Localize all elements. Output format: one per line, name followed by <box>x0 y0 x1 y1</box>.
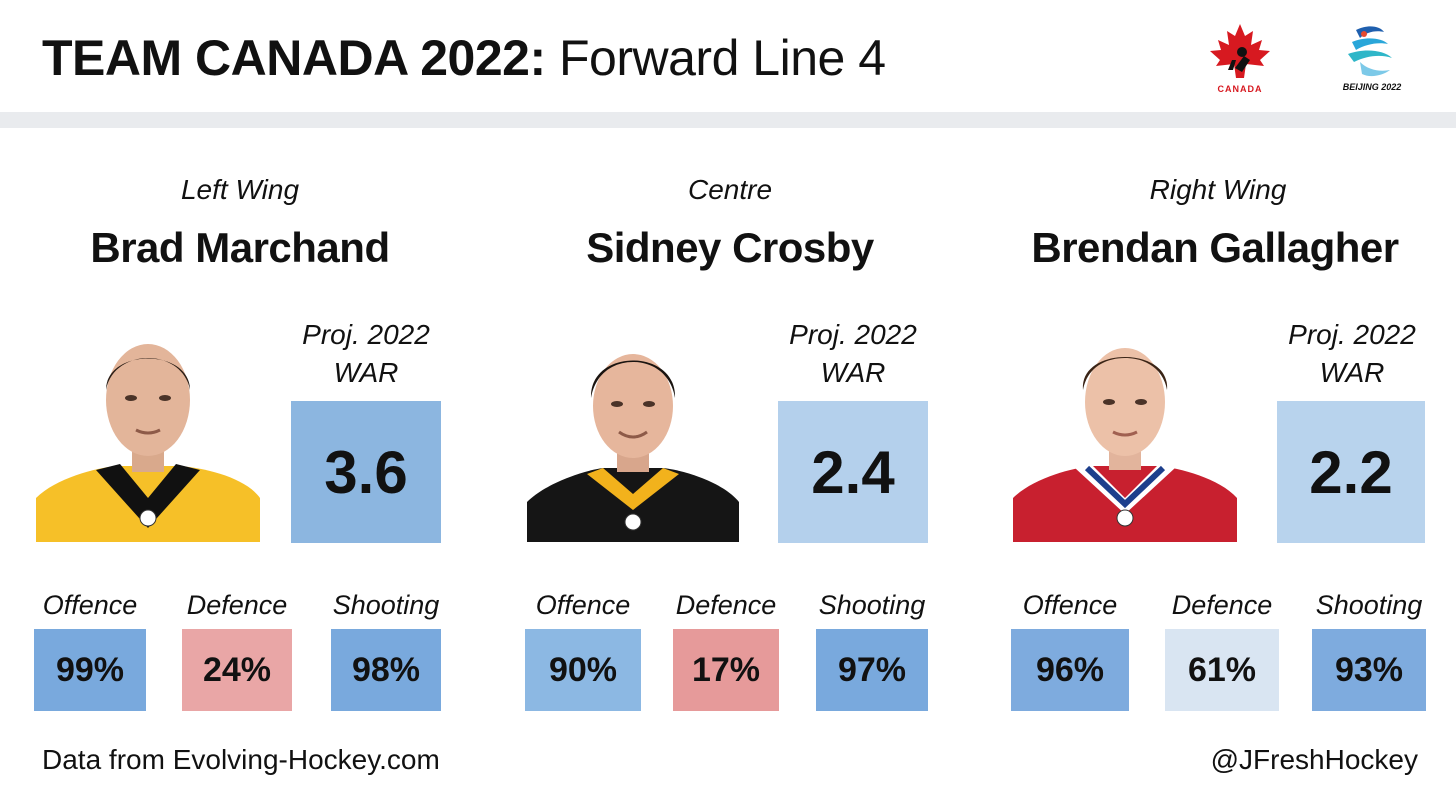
page-title: TEAM CANADA 2022: Forward Line 4 <box>42 28 886 88</box>
stat-value-defence: 24% <box>182 629 292 711</box>
war-label-line1: Proj. 2022 <box>302 319 430 350</box>
title-bold: TEAM CANADA 2022: <box>42 30 546 86</box>
data-source-credit: Data from Evolving-Hockey.com <box>42 744 440 775</box>
war-label: Proj. 2022 WAR <box>291 316 441 392</box>
canada-logo-text: CANADA <box>1218 84 1263 94</box>
player-name: Brad Marchand <box>90 224 390 271</box>
stat-label-shooting: Shooting <box>332 590 440 620</box>
beijing-logo-text: BEIJING 2022 <box>1343 82 1402 92</box>
stat-label-offence: Offence <box>535 590 631 620</box>
stat-value-shooting: 98% <box>331 629 441 711</box>
player-card-left-wing: Left Wing Brad Marchand Proj. 2022 WAR 3… <box>0 128 490 728</box>
player-position: Centre <box>687 174 773 205</box>
player-photo-crosby <box>527 318 739 542</box>
player-position: Left Wing <box>180 174 300 205</box>
title-light: Forward Line 4 <box>559 30 886 86</box>
player-card-right-wing: Right Wing Brendan Gallagher Proj. 2022 … <box>0 128 1426 728</box>
author-handle: @JFreshHockey <box>1210 744 1418 775</box>
stat-value-offence: 90% <box>525 629 641 711</box>
war-label-line2: WAR <box>333 357 399 388</box>
stat-value-defence: 61% <box>1165 629 1279 711</box>
stat-value-defence: 17% <box>673 629 779 711</box>
player-name: Sidney Crosby <box>586 224 874 271</box>
player-photo-gallagher <box>1013 318 1237 542</box>
header-divider-band <box>0 112 1456 128</box>
hockey-canada-logo: CANADA <box>1210 24 1270 94</box>
stat-value-shooting: 97% <box>816 629 928 711</box>
stat-label-shooting: Shooting <box>1315 590 1423 620</box>
war-label-line1: Proj. 2022 <box>1288 319 1416 350</box>
war-value-box: 3.6 <box>291 401 441 543</box>
stat-value-offence: 99% <box>34 629 146 711</box>
stat-value-offence: 96% <box>1011 629 1129 711</box>
war-value-box: 2.4 <box>778 401 928 543</box>
war-label-line1: Proj. 2022 <box>789 319 917 350</box>
player-name: Brendan Gallagher <box>1031 224 1399 271</box>
header: TEAM CANADA 2022: Forward Line 4 CANADA … <box>0 0 1456 112</box>
player-position: Right Wing <box>1149 174 1287 205</box>
stat-label-shooting: Shooting <box>818 590 926 620</box>
war-value-box: 2.2 <box>1277 401 1425 543</box>
player-photo-marchand <box>36 318 260 542</box>
stat-label-defence: Defence <box>675 590 777 620</box>
war-label: Proj. 2022 WAR <box>778 316 928 392</box>
stat-label-defence: Defence <box>1171 590 1273 620</box>
player-card-centre: Centre Sidney Crosby Proj. 2022 WAR 2.4 … <box>0 128 928 728</box>
beijing-2022-logo: BEIJING 2022 <box>1343 26 1402 92</box>
war-label-line2: WAR <box>1319 357 1385 388</box>
stat-value-shooting: 93% <box>1312 629 1426 711</box>
stat-label-offence: Offence <box>1022 590 1118 620</box>
war-label-line2: WAR <box>820 357 886 388</box>
war-label: Proj. 2022 WAR <box>1277 316 1427 392</box>
stat-label-offence: Offence <box>42 590 138 620</box>
stat-label-defence: Defence <box>186 590 288 620</box>
